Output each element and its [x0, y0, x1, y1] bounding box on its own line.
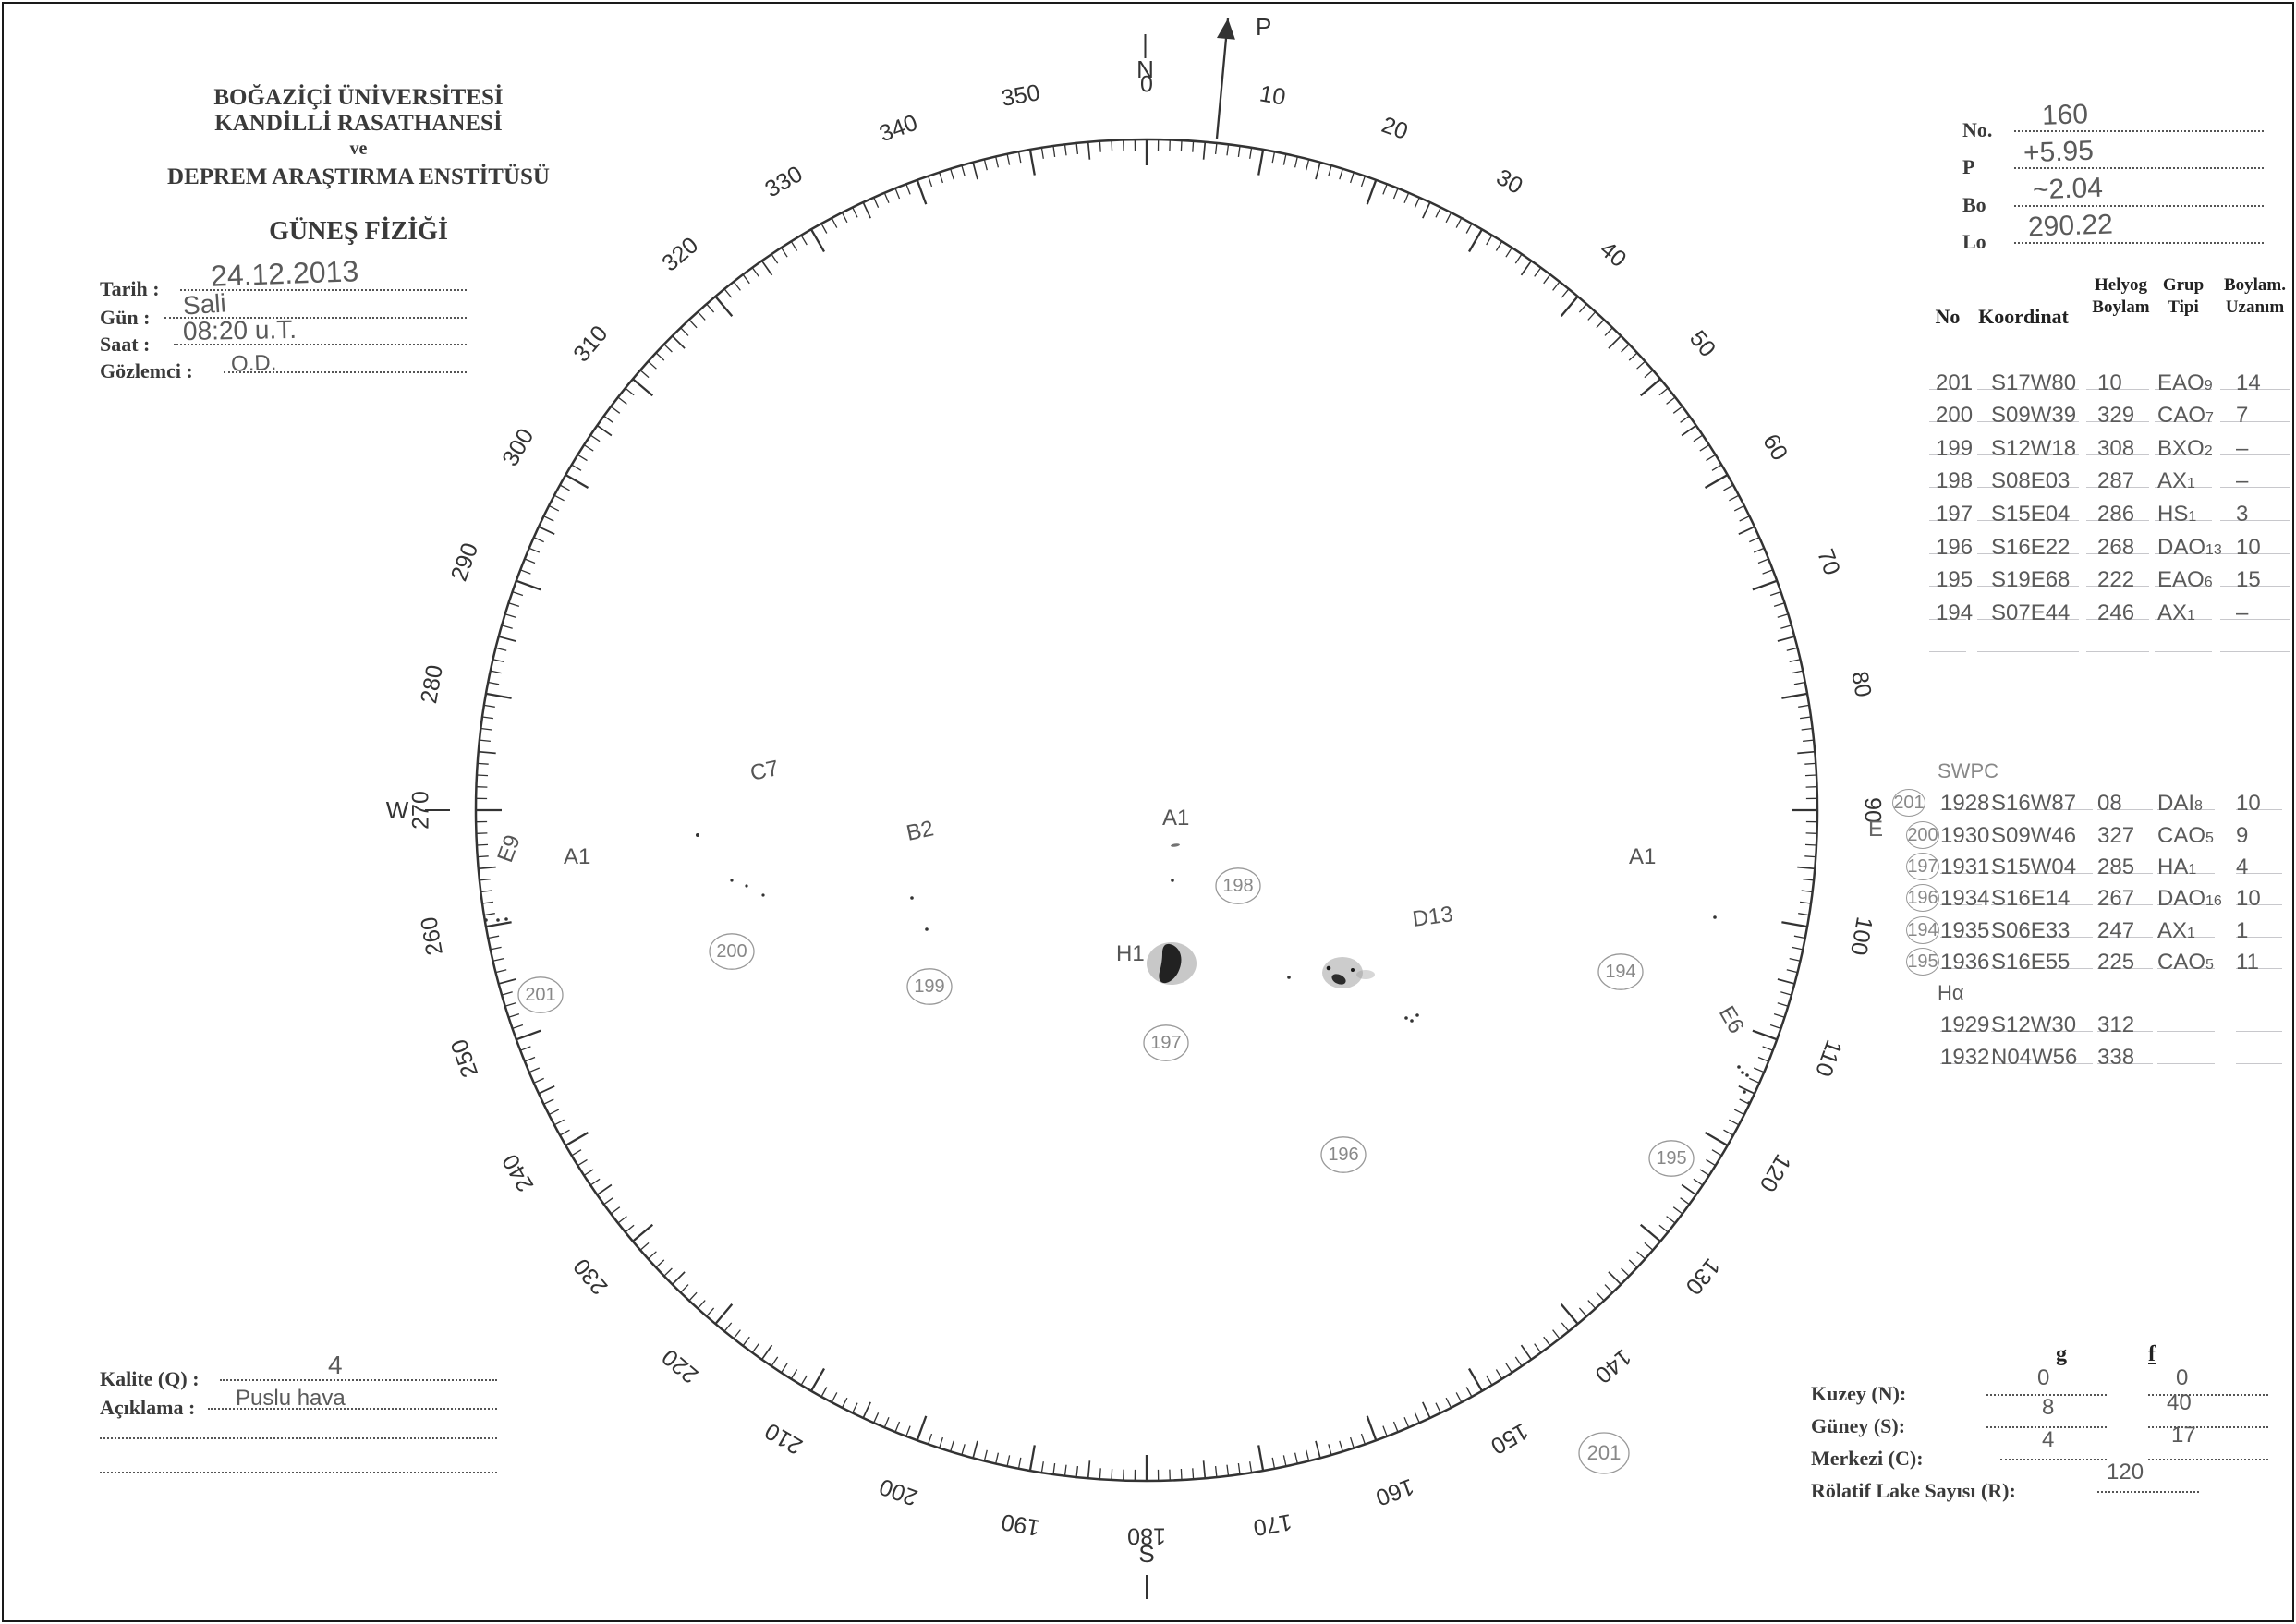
svg-text:20: 20 [1379, 112, 1412, 145]
svg-text:N: N [1136, 55, 1154, 83]
svg-text:200: 200 [716, 941, 747, 962]
svg-text:210: 210 [760, 1418, 807, 1460]
svg-text:160: 160 [1372, 1473, 1417, 1511]
svg-text:60: 60 [1757, 430, 1792, 465]
svg-text:40: 40 [1595, 236, 1631, 273]
svg-text:110: 110 [1810, 1036, 1847, 1080]
svg-text:350: 350 [1000, 79, 1042, 112]
svg-text:260: 260 [416, 915, 448, 957]
svg-text:199: 199 [914, 976, 944, 997]
svg-text:D13: D13 [1411, 902, 1454, 932]
svg-text:130: 130 [1681, 1254, 1725, 1300]
svg-text:E6: E6 [1714, 1002, 1749, 1038]
svg-text:30: 30 [1492, 164, 1527, 200]
svg-text:197: 197 [1150, 1033, 1181, 1053]
svg-text:220: 220 [657, 1344, 703, 1388]
svg-text:100: 100 [1845, 915, 1877, 957]
svg-text:195: 195 [1656, 1148, 1686, 1169]
svg-text:194: 194 [1605, 962, 1635, 982]
svg-text:S: S [1138, 1540, 1154, 1568]
svg-text:310: 310 [568, 321, 613, 367]
svg-text:70: 70 [1812, 546, 1845, 579]
svg-text:C7: C7 [748, 756, 782, 786]
svg-text:W: W [386, 796, 409, 824]
svg-text:230: 230 [568, 1254, 613, 1300]
svg-text:190: 190 [1000, 1509, 1042, 1541]
svg-text:201: 201 [1587, 1441, 1622, 1464]
svg-text:H1: H1 [1116, 941, 1145, 966]
svg-text:A1: A1 [1629, 844, 1656, 869]
svg-text:50: 50 [1684, 326, 1720, 362]
svg-text:E9: E9 [492, 831, 525, 866]
svg-text:A1: A1 [1162, 806, 1189, 830]
svg-text:340: 340 [876, 110, 921, 148]
svg-text:170: 170 [1251, 1509, 1294, 1541]
svg-text:10: 10 [1257, 80, 1287, 110]
svg-text:330: 330 [760, 161, 807, 202]
svg-text:E: E [1868, 817, 1883, 842]
svg-text:120: 120 [1755, 1150, 1796, 1196]
svg-text:300: 300 [497, 424, 539, 470]
svg-text:201: 201 [525, 985, 555, 1005]
svg-text:A1: A1 [564, 844, 590, 869]
svg-text:150: 150 [1487, 1418, 1533, 1460]
svg-text:196: 196 [1328, 1145, 1358, 1165]
svg-text:200: 200 [876, 1473, 921, 1511]
svg-text:250: 250 [446, 1036, 484, 1081]
svg-text:290: 290 [446, 539, 484, 585]
svg-text:240: 240 [497, 1150, 539, 1196]
svg-text:B2: B2 [905, 816, 936, 846]
svg-text:140: 140 [1590, 1344, 1636, 1388]
svg-text:80: 80 [1846, 670, 1876, 699]
svg-text:320: 320 [657, 232, 703, 276]
svg-text:280: 280 [416, 663, 448, 706]
svg-text:198: 198 [1222, 876, 1253, 896]
svg-text:P: P [1256, 13, 1271, 41]
